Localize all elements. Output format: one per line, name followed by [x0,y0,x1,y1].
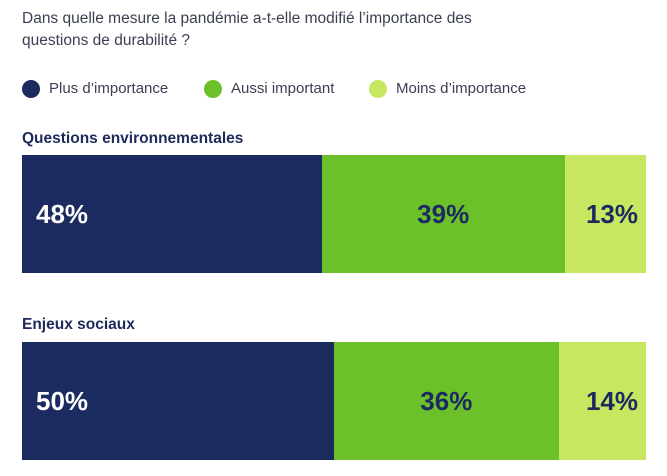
legend-swatch-aussi [204,80,222,98]
bar-row-environnement: 48% 39% 13% [22,155,646,273]
legend-swatch-plus [22,80,40,98]
bar-segment-plus: 48% [22,155,322,273]
data-label-plus: 50% [36,385,89,416]
legend-label-aussi: Aussi important [231,80,335,97]
bar-segment-moins: 14% [558,342,646,460]
bar-segment-aussi: 36% [334,342,559,460]
bar-segment-moins: 13% [564,155,646,273]
data-label-aussi: 39% [417,198,470,229]
legend-swatch-moins [369,80,387,98]
data-label-plus: 48% [36,198,89,229]
chart-title: Dans quelle mesure la pandémie a-t-elle … [22,10,472,49]
category-label-social: Enjeux sociaux [22,316,135,333]
data-label-aussi: 36% [420,385,473,416]
category-label-environnement: Questions environnementales [22,130,244,147]
bar-segment-aussi: 39% [321,155,565,273]
data-label-moins: 13% [585,198,638,229]
bar-segment-plus: 50% [22,342,334,460]
legend-label-plus: Plus d’importance [49,80,169,97]
bar-row-social: 50% 36% 14% [22,342,646,460]
legend-label-moins: Moins d’importance [396,80,527,97]
data-label-moins: 14% [585,385,638,416]
